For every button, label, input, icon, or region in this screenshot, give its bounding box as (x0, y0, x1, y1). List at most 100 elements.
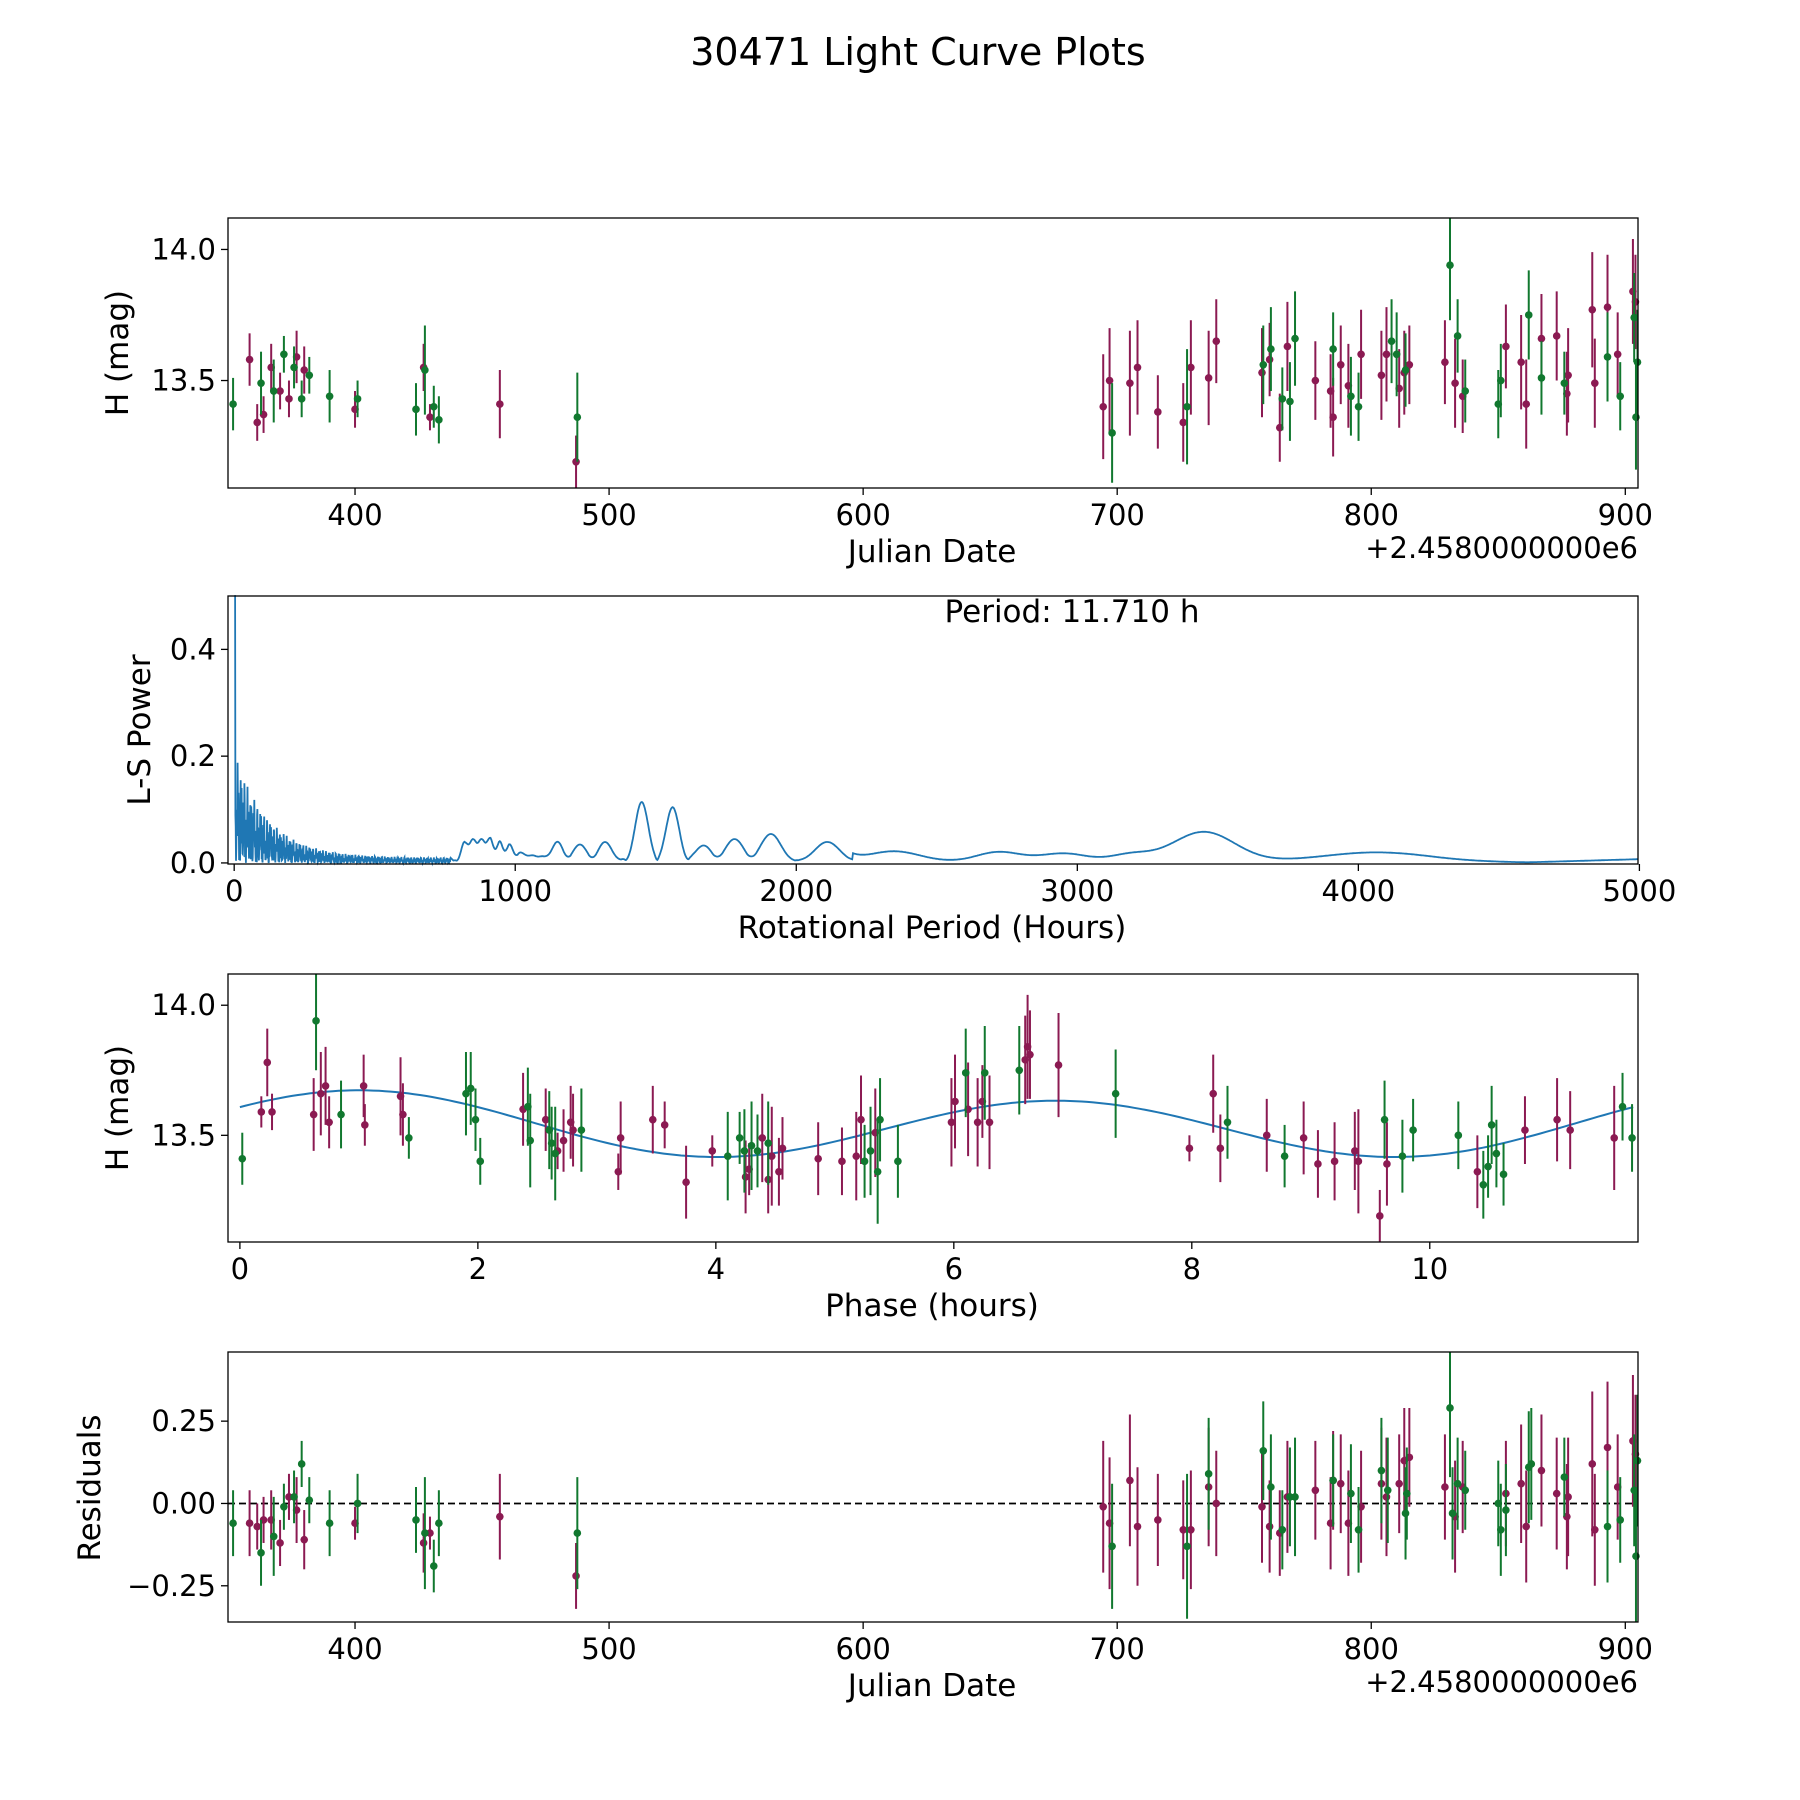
lightcurve-data-point (285, 395, 293, 403)
residuals-data-point (1267, 1483, 1275, 1491)
phasecurve-data-point (577, 1126, 586, 1134)
periodogram-ytick-label: 0.0 (170, 846, 216, 880)
phasecurve-xtick-label: 2 (469, 1252, 487, 1286)
residuals-data-point (1588, 1460, 1597, 1468)
residuals-data-point (1354, 1526, 1363, 1534)
lightcurve-data-point (1283, 342, 1292, 351)
residuals-xtick-label: 400 (327, 1632, 382, 1666)
residuals-data-point (1603, 1522, 1612, 1531)
lightcurve-data-point (426, 413, 434, 422)
residuals-data-point (1311, 1486, 1320, 1495)
lightcurve-xtick-label: 900 (1598, 498, 1653, 532)
lightcurve-data-point (1405, 360, 1414, 369)
lightcurve-data-point (325, 392, 334, 401)
residuals-x-offset: +2.4580000000e6 (1365, 1665, 1638, 1699)
phasecurve-data-point (1209, 1089, 1218, 1098)
periodogram-xtick-label: 5000 (1602, 874, 1676, 908)
phasecurve-data-point (405, 1134, 413, 1142)
phasecurve-data-point (238, 1154, 247, 1163)
lightcurve-data-point (1630, 313, 1638, 322)
periodogram-axes-frame (227, 595, 1639, 865)
phasecurve-data-point (1026, 1050, 1034, 1059)
phasecurve-data-point (1280, 1152, 1289, 1160)
phasecurve-data-point (866, 1147, 875, 1155)
phasecurve-data-point (740, 1147, 749, 1155)
phasecurve-data-point (1499, 1170, 1508, 1179)
lightcurve-data-point (1311, 376, 1320, 385)
residuals-data-point (1154, 1516, 1162, 1524)
phasecurve-data-point (268, 1108, 276, 1116)
lightcurve-data-point (1291, 334, 1299, 343)
residuals-data-point (1603, 1443, 1612, 1452)
phasecurve-ytick-label: 13.5 (151, 1118, 216, 1152)
phasecurve-data-point (1330, 1157, 1339, 1166)
phasecurve-axes-frame (227, 973, 1639, 1243)
residuals-data-point (1441, 1483, 1449, 1491)
phasecurve-data-point (778, 1144, 787, 1153)
phasecurve-data-point (1299, 1134, 1308, 1142)
periodogram-ytick-label: 0.4 (170, 632, 216, 666)
lightcurve-y-label: H (mag) (100, 290, 136, 416)
residuals-data-point (305, 1496, 314, 1504)
phasecurve-data-point (775, 1167, 783, 1176)
residuals-data-point (1259, 1446, 1268, 1455)
lightcurve-data-point (1258, 368, 1266, 377)
phasecurve-ticks: 0 2 4 6 8 10 13.5 14.0 (151, 988, 1448, 1286)
residuals-panel: 400 500 600 700 800 900 −0.25 0.00 0.25 Julian D… (72, 1351, 1653, 1704)
residuals-data-point (573, 1529, 582, 1537)
lightcurve-data-point (412, 405, 420, 414)
lightcurve-data-point (1603, 353, 1612, 361)
lightcurve-data-point (1524, 311, 1533, 319)
residuals-data-point (1291, 1493, 1299, 1501)
residuals-ticks: 400 500 600 700 800 900 −0.25 0.00 0.25 (127, 1404, 1653, 1666)
residuals-data-point (421, 1529, 429, 1537)
lightcurve-data-point (269, 387, 278, 395)
lightcurve-data-point (1154, 408, 1162, 416)
residuals-data-point (1108, 1542, 1116, 1551)
lightcurve-data-point (280, 350, 288, 359)
lightcurve-data-point (1392, 350, 1401, 359)
residuals-data-point (1453, 1479, 1462, 1488)
lightcurve-data-point (1204, 374, 1213, 382)
phasecurve-data-point (399, 1110, 407, 1119)
residuals-data-point (1383, 1486, 1392, 1495)
phasecurve-data-point (337, 1110, 345, 1119)
phasecurve-xtick-label: 6 (945, 1252, 963, 1286)
figure-title: 30471 Light Curve Plots (690, 30, 1145, 74)
phasecurve-data-point (1314, 1160, 1322, 1168)
phasecurve-data-point (980, 1069, 989, 1077)
phasecurve-data-point (764, 1139, 773, 1147)
residuals-data-point (429, 1562, 438, 1570)
residuals-data-point (1591, 1526, 1599, 1534)
lightcurve-data-point (429, 402, 438, 411)
phasecurve-data-point (263, 1058, 272, 1067)
residuals-xtick-label: 500 (581, 1632, 636, 1666)
periodogram-xtick-label: 1000 (478, 874, 552, 908)
phasecurve-data-point (526, 1136, 535, 1145)
residuals-data-point (325, 1519, 334, 1528)
residuals-data-point (1258, 1502, 1266, 1511)
phasecurve-data-point (682, 1178, 690, 1186)
lightcurve-ytick-label: 14.0 (151, 232, 216, 266)
lightcurve-data-point (1552, 332, 1561, 340)
lightcurve-data-point (1183, 402, 1191, 411)
phasecurve-data-point (1566, 1126, 1574, 1134)
residuals-data-point (1133, 1522, 1142, 1531)
residuals-xtick-label: 700 (1090, 1632, 1145, 1666)
phasecurve-data-point (1398, 1152, 1407, 1160)
phasecurve-data-point (309, 1110, 318, 1119)
lightcurve-data-point (1259, 360, 1268, 369)
residuals-ytick-label: 0.00 (151, 1486, 216, 1520)
lightcurve-data-point (1451, 379, 1459, 387)
residuals-data-point (1204, 1470, 1213, 1478)
residuals-data-point (412, 1516, 420, 1524)
residuals-data-point (1347, 1489, 1355, 1498)
residuals-data-point (1401, 1509, 1410, 1518)
lightcurve-data-point (245, 355, 254, 364)
phasecurve-data-point (257, 1108, 266, 1116)
phasecurve-data-point (547, 1139, 556, 1147)
phasecurve-data-point (1223, 1118, 1232, 1127)
lightcurve-data-point (1497, 376, 1505, 385)
phasecurve-data-point (947, 1118, 956, 1127)
periodogram-panel: 0 1000 2000 3000 4000 5000 0.0 0.2 0.4 Period: 1… (122, 594, 1676, 946)
